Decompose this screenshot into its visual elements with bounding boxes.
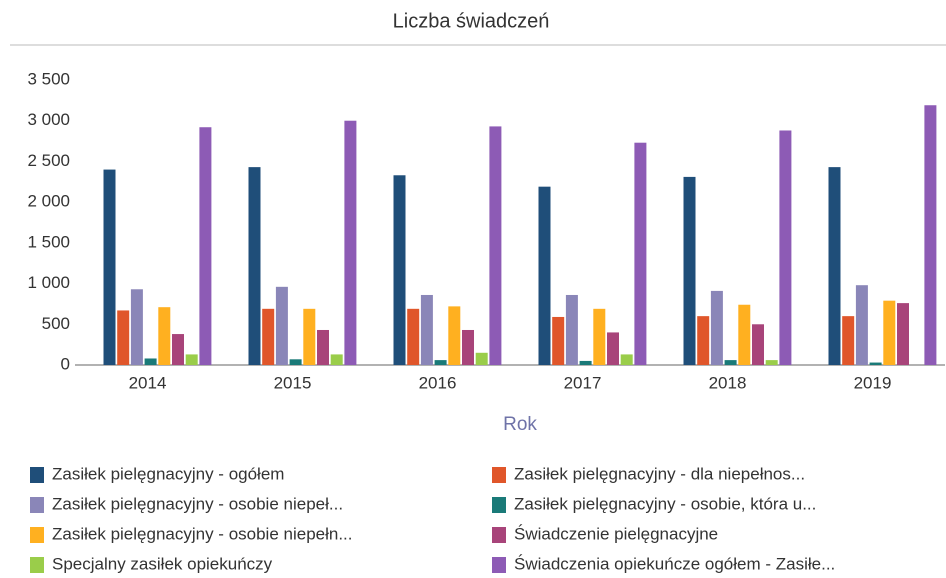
- x-tick-label: 2017: [564, 373, 602, 392]
- legend-label: Zasiłek pielęgnacyjny - ogółem: [52, 464, 284, 483]
- bar: [289, 359, 302, 365]
- legend-label: Świadczenie pielęgnacyjne: [514, 524, 718, 543]
- bar: [697, 316, 710, 365]
- legend-label: Specjalny zasiłek opiekuńczy: [52, 554, 273, 573]
- bar: [275, 286, 288, 365]
- bar: [924, 105, 937, 365]
- bar: [779, 130, 792, 365]
- y-tick-label: 2 000: [27, 192, 70, 211]
- bar: [842, 316, 855, 365]
- bar: [565, 294, 578, 365]
- bar: [393, 175, 406, 365]
- bar: [634, 142, 647, 365]
- y-tick-label: 2 500: [27, 151, 70, 170]
- bar: [710, 290, 723, 365]
- y-tick-label: 0: [61, 354, 70, 373]
- bar: [117, 310, 130, 365]
- bar: [593, 308, 606, 365]
- y-tick-label: 1 500: [27, 232, 70, 251]
- bar: [724, 360, 737, 365]
- bar: [344, 120, 357, 365]
- x-tick-label: 2014: [129, 373, 167, 392]
- bar: [158, 307, 171, 365]
- legend-label: Zasiłek pielęgnacyjny - osobie niepełn..…: [52, 524, 353, 543]
- bar: [855, 285, 868, 365]
- y-tick-label: 3 500: [27, 69, 70, 88]
- legend-swatch: [30, 527, 44, 543]
- x-axis-label: Rok: [503, 414, 537, 435]
- bar: [420, 294, 433, 365]
- bar: [869, 362, 882, 365]
- bar: [330, 354, 343, 365]
- bar: [172, 334, 184, 365]
- bar: [434, 360, 447, 365]
- chart-title: Liczba świadczeń: [393, 10, 550, 32]
- legend-swatch: [30, 497, 44, 513]
- bar: [185, 354, 198, 365]
- legend-swatch: [30, 557, 44, 573]
- x-tick-label: 2018: [709, 373, 747, 392]
- legend-label: Zasiłek pielęgnacyjny - osobie, która u.…: [514, 494, 816, 513]
- bar: [462, 329, 474, 365]
- bar: [883, 300, 896, 365]
- legend-swatch: [492, 527, 506, 543]
- bar: [683, 176, 696, 365]
- bar: [248, 167, 261, 365]
- y-tick-label: 3 000: [27, 110, 70, 129]
- bar: [607, 332, 619, 365]
- y-tick-label: 1 000: [27, 273, 70, 292]
- bar: [262, 308, 275, 365]
- bar: [828, 167, 841, 365]
- bar: [475, 352, 488, 365]
- bar: [317, 329, 329, 365]
- bar: [738, 304, 751, 365]
- legend-swatch: [492, 467, 506, 483]
- x-tick-label: 2019: [854, 373, 892, 392]
- bar: [130, 289, 143, 365]
- bar: [765, 360, 778, 365]
- legend-label: Zasiłek pielęgnacyjny - dla niepełnos...: [514, 464, 805, 483]
- bar: [407, 308, 420, 365]
- x-tick-label: 2016: [419, 373, 457, 392]
- bar: [538, 186, 551, 365]
- bar: [489, 126, 502, 366]
- bar: [303, 308, 316, 365]
- bar: [752, 324, 764, 365]
- x-tick-label: 2015: [274, 373, 312, 392]
- bar: [448, 306, 461, 365]
- bar: [552, 316, 565, 365]
- bar: [897, 303, 909, 365]
- legend-label: Zasiłek pielęgnacyjny - osobie niepeł...: [52, 494, 343, 513]
- legend-swatch: [492, 497, 506, 513]
- bar: [620, 354, 633, 365]
- bar: [199, 127, 212, 365]
- bar: [579, 360, 592, 365]
- bar: [103, 169, 116, 365]
- bar: [144, 358, 157, 365]
- legend-swatch: [492, 557, 506, 573]
- legend-label: Świadczenia opiekuńcze ogółem - Zasiłe..…: [514, 554, 835, 573]
- y-tick-label: 500: [42, 314, 70, 333]
- legend-swatch: [30, 467, 44, 483]
